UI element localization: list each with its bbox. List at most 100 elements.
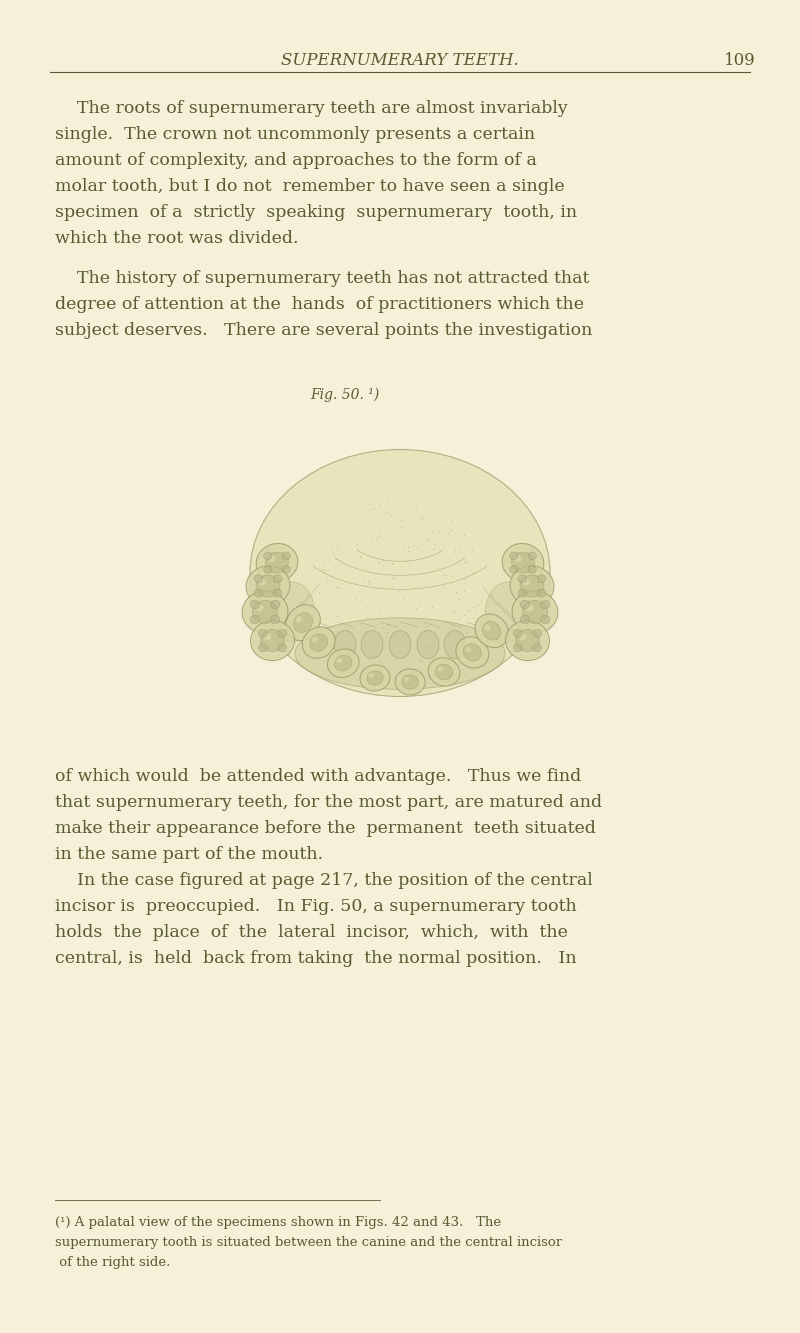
Ellipse shape — [522, 579, 530, 585]
Point — [451, 609, 464, 631]
Point — [364, 493, 377, 515]
Point — [316, 551, 329, 572]
Ellipse shape — [266, 552, 289, 573]
Point — [417, 651, 430, 672]
Point — [365, 531, 378, 552]
Point — [458, 568, 471, 589]
Point — [470, 599, 482, 620]
Point — [442, 523, 454, 544]
Ellipse shape — [510, 565, 518, 573]
Point — [402, 536, 414, 557]
Ellipse shape — [520, 600, 530, 609]
Point — [337, 621, 350, 643]
Ellipse shape — [256, 575, 280, 597]
Text: supernumerary tooth is situated between the canine and the central incisor: supernumerary tooth is situated between … — [55, 1236, 562, 1249]
Point — [334, 572, 347, 593]
Point — [402, 540, 414, 561]
Point — [372, 552, 385, 573]
Ellipse shape — [395, 669, 425, 694]
Point — [418, 512, 431, 533]
Point — [373, 649, 386, 670]
Point — [339, 565, 352, 587]
Point — [331, 576, 344, 597]
Ellipse shape — [511, 552, 534, 573]
Ellipse shape — [369, 673, 374, 677]
Point — [418, 635, 430, 656]
Ellipse shape — [295, 619, 505, 689]
Point — [434, 560, 447, 581]
Point — [414, 651, 426, 672]
Point — [400, 551, 413, 572]
Point — [331, 536, 344, 557]
Point — [374, 519, 386, 540]
Point — [435, 520, 448, 541]
Point — [474, 592, 487, 613]
Point — [318, 607, 331, 628]
Ellipse shape — [538, 589, 546, 597]
Point — [398, 623, 411, 644]
Ellipse shape — [278, 629, 286, 637]
Ellipse shape — [278, 644, 286, 652]
Point — [373, 651, 386, 672]
Point — [363, 647, 376, 668]
Ellipse shape — [510, 567, 554, 607]
Ellipse shape — [334, 656, 352, 670]
Ellipse shape — [255, 604, 264, 612]
Ellipse shape — [428, 657, 460, 686]
Text: molar tooth, but I do not  remember to have seen a single: molar tooth, but I do not remember to ha… — [55, 179, 565, 195]
Ellipse shape — [254, 575, 262, 583]
Point — [313, 581, 326, 603]
Ellipse shape — [268, 556, 276, 563]
Ellipse shape — [312, 637, 318, 643]
Point — [386, 524, 399, 545]
Point — [349, 589, 362, 611]
Point — [468, 563, 481, 584]
Text: make their appearance before the  permanent  teeth situated: make their appearance before the permane… — [55, 820, 596, 837]
Point — [394, 516, 407, 537]
Point — [393, 612, 406, 633]
Ellipse shape — [541, 600, 550, 609]
Point — [416, 659, 429, 680]
Ellipse shape — [506, 621, 550, 661]
Ellipse shape — [282, 552, 290, 560]
Ellipse shape — [514, 556, 522, 563]
Ellipse shape — [263, 552, 272, 560]
Point — [381, 501, 394, 523]
Ellipse shape — [274, 589, 282, 597]
Point — [449, 540, 462, 561]
Ellipse shape — [258, 629, 267, 637]
Ellipse shape — [389, 631, 411, 659]
Point — [431, 503, 444, 524]
Ellipse shape — [463, 644, 482, 661]
Ellipse shape — [274, 575, 282, 583]
Ellipse shape — [438, 666, 443, 672]
Text: central, is  held  back from taking  the normal position.   In: central, is held back from taking the no… — [55, 950, 577, 966]
Point — [370, 645, 383, 666]
Point — [341, 633, 354, 655]
Point — [388, 568, 401, 589]
Point — [378, 635, 391, 656]
Text: degree of attention at the  hands  of practitioners which the: degree of attention at the hands of prac… — [55, 296, 584, 313]
Text: holds  the  place  of  the  lateral  incisor,  which,  with  the: holds the place of the lateral incisor, … — [55, 924, 568, 941]
Ellipse shape — [360, 665, 390, 690]
Point — [396, 608, 409, 629]
Text: amount of complexity, and approaches to the form of a: amount of complexity, and approaches to … — [55, 152, 537, 169]
Point — [360, 596, 373, 617]
Point — [438, 631, 451, 652]
Point — [415, 507, 428, 528]
Ellipse shape — [486, 583, 530, 643]
Point — [344, 573, 357, 595]
Ellipse shape — [402, 674, 418, 689]
Point — [420, 616, 433, 637]
Ellipse shape — [538, 575, 546, 583]
Ellipse shape — [270, 583, 314, 643]
Point — [362, 607, 375, 628]
Point — [384, 505, 397, 527]
Point — [366, 655, 378, 676]
Point — [354, 545, 366, 567]
Point — [315, 560, 328, 581]
Text: single.  The crown not uncommonly presents a certain: single. The crown not uncommonly present… — [55, 127, 535, 143]
Point — [357, 632, 370, 653]
Text: that supernumerary teeth, for the most part, are matured and: that supernumerary teeth, for the most p… — [55, 794, 602, 810]
Point — [442, 575, 455, 596]
